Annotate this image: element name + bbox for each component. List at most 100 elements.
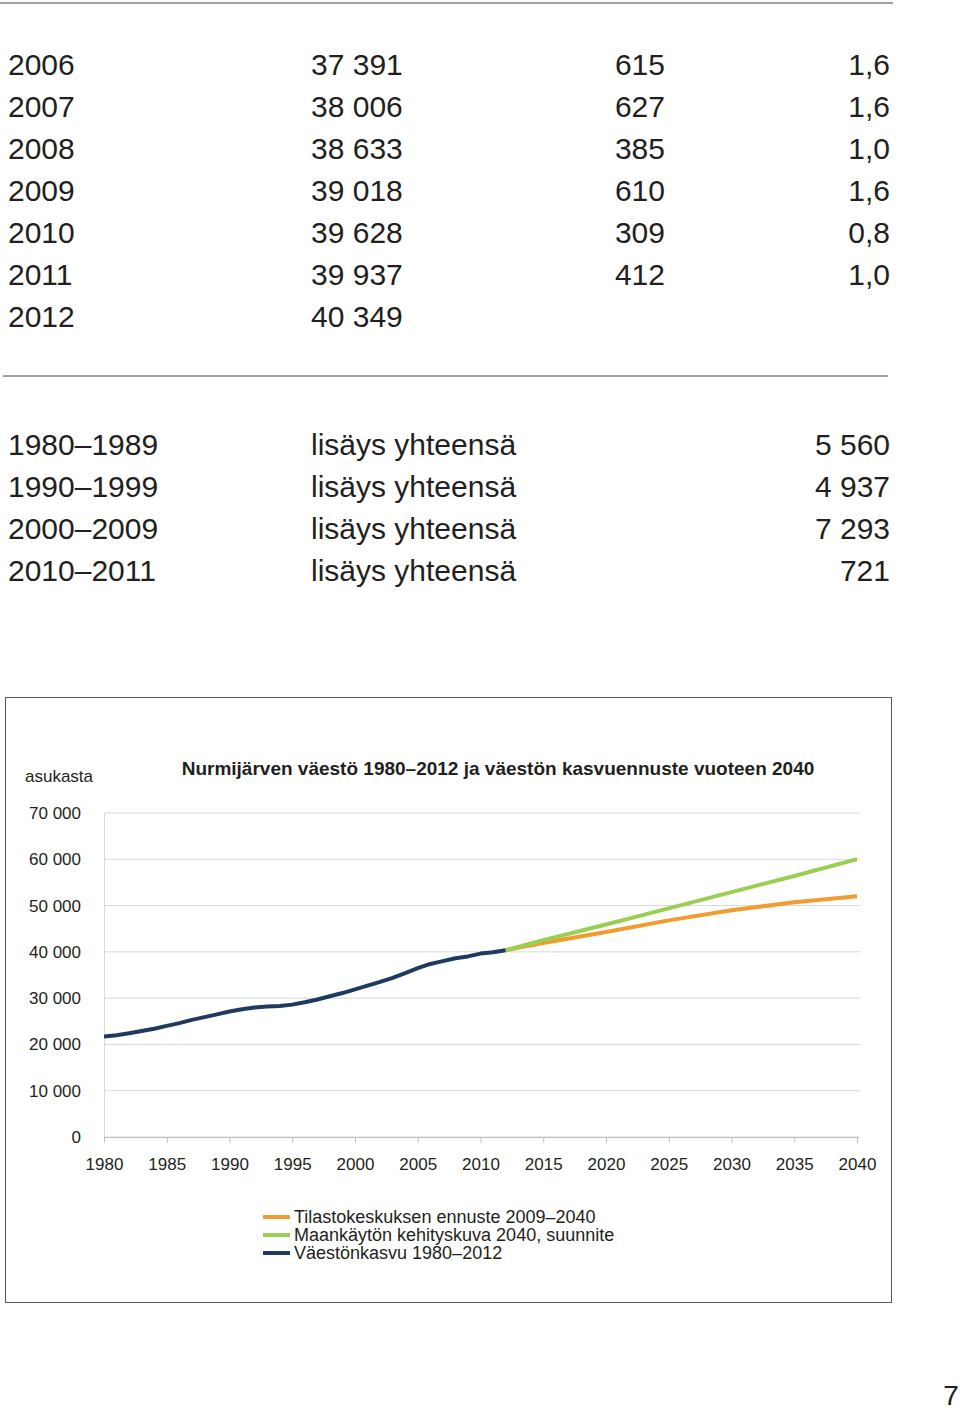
x-tick-label: 2020 <box>588 1155 626 1174</box>
x-tick-mark <box>481 1137 482 1143</box>
totals-cell: 5 560 <box>815 428 890 461</box>
x-tick-mark <box>606 1137 607 1143</box>
table-cell: 309 <box>615 216 665 249</box>
y-tick-label: 70 000 <box>29 804 81 823</box>
table-cell: 2007 <box>8 90 75 123</box>
x-tick-label: 2040 <box>839 1155 877 1174</box>
table-cell: 385 <box>615 132 665 165</box>
y-tick: 30 000 <box>29 989 104 1008</box>
legend-swatch <box>263 1215 290 1219</box>
chart-frame <box>6 698 892 1303</box>
x-tick-mark <box>418 1137 419 1143</box>
x-tick-label: 2010 <box>462 1155 500 1174</box>
y-tick: 50 000 <box>29 897 104 916</box>
y-axis-title: asukasta <box>25 767 94 786</box>
totals-cell: 1990–1999 <box>8 470 158 503</box>
x-tick: 2040 <box>839 1137 877 1174</box>
totals-cell: lisäys yhteensä <box>311 428 516 461</box>
x-tick: 2020 <box>588 1137 626 1174</box>
x-tick-mark <box>543 1137 544 1143</box>
y-tick-label: 20 000 <box>29 1035 81 1054</box>
totals-table: 1980–1989 lisäys yhteensä 5 560 1990–1999 li… <box>8 428 890 587</box>
x-tick: 1995 <box>274 1137 312 1174</box>
x-tick: 2030 <box>713 1137 751 1174</box>
table-cell: 1,6 <box>848 174 890 207</box>
y-axis-line <box>104 814 105 1138</box>
x-tick-mark <box>669 1137 670 1143</box>
y-tick-label: 10 000 <box>29 1082 81 1101</box>
grid-line <box>104 998 860 999</box>
x-tick-label: 2030 <box>713 1155 751 1174</box>
x-tick-label: 1990 <box>211 1155 249 1174</box>
table-cell: 2010 <box>8 216 75 249</box>
table-cell: 37 391 <box>311 48 403 81</box>
legend-label: Väestönkasvu 1980–2012 <box>294 1243 502 1263</box>
legend-label: Tilastokeskuksen ennuste 2009–2040 <box>294 1207 596 1227</box>
y-tick-label: 30 000 <box>29 989 81 1008</box>
x-tick: 1980 <box>86 1137 124 1174</box>
y-tick-label: 60 000 <box>29 850 81 869</box>
x-tick-mark <box>292 1137 293 1143</box>
x-tick-label: 1995 <box>274 1155 312 1174</box>
x-tick-label: 2015 <box>525 1155 563 1174</box>
totals-cell: lisäys yhteensä <box>311 554 516 587</box>
grid-line <box>104 1090 860 1091</box>
x-tick-label: 2035 <box>776 1155 814 1174</box>
totals-cell: 1980–1989 <box>8 428 158 461</box>
x-tick: 1985 <box>148 1137 186 1174</box>
grid-line <box>104 905 860 906</box>
chart-title: Nurmijärven väestö 1980–2012 ja väestön … <box>182 758 815 779</box>
totals-cell: 2010–2011 <box>8 554 156 587</box>
y-tick-label: 50 000 <box>29 897 81 916</box>
x-tick: 2005 <box>399 1137 437 1174</box>
x-tick-mark <box>794 1137 795 1143</box>
x-tick: 1990 <box>211 1137 249 1174</box>
grid-line <box>104 813 860 814</box>
table-cell: 1,0 <box>848 258 890 291</box>
x-tick-mark <box>732 1137 733 1143</box>
table-cell: 1,6 <box>848 90 890 123</box>
x-tick-label: 2000 <box>337 1155 375 1174</box>
legend: Tilastokeskuksen ennuste 2009–2040Maankä… <box>263 1207 614 1263</box>
table-cell: 38 006 <box>311 90 403 123</box>
table-cell: 2009 <box>8 174 75 207</box>
y-tick: 60 000 <box>29 850 104 869</box>
y-tick: 10 000 <box>29 1082 104 1101</box>
y-tick: 0 <box>72 1128 104 1147</box>
table-cell: 627 <box>615 90 665 123</box>
grid <box>104 813 860 1137</box>
grid-line <box>104 1137 860 1138</box>
grid-line <box>104 1044 860 1045</box>
y-tick: 40 000 <box>29 943 104 962</box>
x-tick-label: 1980 <box>86 1155 124 1174</box>
series-line <box>104 950 506 1036</box>
y-axis: 0 10 000 20 000 30 000 40 000 50 000 60 000 70 … <box>29 804 105 1147</box>
x-tick: 2015 <box>525 1137 563 1174</box>
x-tick-mark <box>104 1137 105 1143</box>
legend-swatch <box>263 1251 290 1255</box>
series-line <box>506 859 857 950</box>
page-number: 7 <box>943 1380 959 1410</box>
chart: 0 10 000 20 000 30 000 40 000 50 000 60 000 70 … <box>6 698 892 1303</box>
rule <box>0 3 893 4</box>
x-tick: 2000 <box>337 1137 375 1174</box>
y-tick: 70 000 <box>29 804 104 823</box>
table-cell: 615 <box>615 48 665 81</box>
x-tick: 2035 <box>776 1137 814 1174</box>
table-cell: 412 <box>615 258 665 291</box>
population-table: 200637 3916151,6200738 0066271,6200838 6… <box>8 48 890 333</box>
totals-cell: 7 293 <box>815 512 890 545</box>
page: 200637 3916151,6200738 0066271,6200838 6… <box>0 0 960 1410</box>
x-tick-label: 2005 <box>399 1155 437 1174</box>
table-cell: 40 349 <box>311 300 403 333</box>
x-tick-label: 2025 <box>650 1155 688 1174</box>
table-cell: 610 <box>615 174 665 207</box>
y-tick: 20 000 <box>29 1035 104 1054</box>
x-tick-mark <box>355 1137 356 1143</box>
table-cell: 39 937 <box>311 258 403 291</box>
x-axis: 1980 1985 1990 1995 2000 2005 2010 2015 2020 2025… <box>86 1137 877 1174</box>
table-cell: 1,6 <box>848 48 890 81</box>
table-cell: 2012 <box>8 300 75 333</box>
x-tick-mark <box>167 1137 168 1143</box>
table-cell: 0,8 <box>848 216 890 249</box>
